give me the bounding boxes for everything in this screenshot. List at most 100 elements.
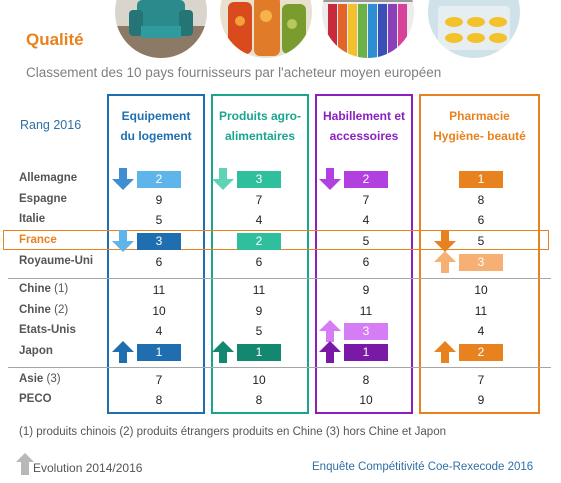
rank-cell: 7	[362, 193, 370, 207]
column-header-line2: alimentaires	[224, 129, 296, 143]
rank-cell: 8	[255, 393, 263, 407]
column-header-line1: Produits agro-	[218, 109, 301, 123]
rank-cell: 8	[155, 393, 163, 407]
rank-cell: 10	[252, 373, 266, 387]
evolution-arrow-down-icon	[434, 230, 456, 252]
rank-cell: 7	[155, 373, 163, 387]
row-label-name: Etats-Unis	[19, 324, 76, 336]
rank-cell-highlighted: 1	[137, 344, 181, 361]
rank-cell: 11	[152, 283, 166, 297]
column-header-equipement: Equipement du logement	[107, 106, 205, 146]
row-label-name: Chine	[19, 304, 51, 316]
row-label-suffix: (3)	[43, 373, 61, 385]
rank-cell: 9	[362, 283, 370, 297]
column-header-line1: Habillement et	[322, 109, 406, 123]
rank-cell-highlighted: 2	[344, 171, 388, 188]
arrow-shape	[112, 341, 134, 363]
evolution-arrow-up-icon	[319, 341, 341, 363]
row-label-name: Royaume-Uni	[19, 255, 94, 267]
column-header-pharmacie: Pharmacie Hygiène- beauté	[419, 106, 540, 146]
column-header-line2: accessoires	[329, 129, 399, 143]
chart-title: Qualité	[26, 30, 84, 49]
rank-cell-highlighted: 1	[344, 344, 388, 361]
jars-photo	[220, 0, 312, 58]
rank-cell: 6	[362, 255, 370, 269]
rank-cell: 10	[152, 304, 166, 318]
footnote: (1) produits chinois (2) produits étrang…	[19, 426, 446, 438]
evolution-arrow-down-icon	[319, 168, 341, 190]
evolution-arrow-up-icon	[434, 251, 456, 273]
rank-cell: 4	[477, 324, 485, 338]
row-label-name: PECO	[19, 393, 52, 405]
row-label: Chine (2)	[19, 304, 68, 316]
row-group-separator	[8, 278, 551, 279]
legend-text: Evolution 2014/2016	[33, 461, 143, 475]
rank-cell: 4	[362, 213, 370, 227]
arrow-shape	[319, 341, 341, 363]
legend-arrow-icon	[16, 453, 34, 475]
clothes-photo	[322, 0, 414, 58]
chart-subtitle: Classement des 10 pays fournisseurs par …	[26, 65, 442, 80]
rank-cell: 7	[477, 373, 485, 387]
pills-photo	[428, 0, 520, 58]
arrow-shape	[212, 168, 234, 190]
column-header-line1: Pharmacie	[449, 109, 510, 123]
row-label: Royaume-Uni	[19, 255, 93, 267]
rank-cell: 5	[362, 234, 370, 248]
row-label-name: Italie	[19, 213, 46, 225]
rank-cell: 6	[255, 255, 263, 269]
evolution-arrow-up-icon	[212, 341, 234, 363]
rank-cell-highlighted: 1	[459, 171, 503, 188]
arrow-shape	[112, 230, 134, 252]
column-header-line2: du logement	[120, 129, 192, 143]
row-label: Allemagne	[19, 172, 77, 184]
row-label-name: Espagne	[19, 193, 67, 205]
rank-cell: 10	[359, 393, 373, 407]
row-label-name: Chine	[19, 283, 51, 295]
row-label-suffix: (1)	[50, 283, 69, 295]
rank-cell: 5	[255, 324, 263, 338]
rank-cell-highlighted: 3	[344, 323, 388, 340]
evolution-arrow-down-icon	[112, 168, 134, 190]
evolution-arrow-up-icon	[112, 341, 134, 363]
rank-cell: 4	[255, 213, 263, 227]
row-label: Espagne	[19, 193, 67, 205]
rank-cell: 7	[255, 193, 263, 207]
column-box-habillement	[315, 94, 413, 414]
row-label: Italie	[19, 213, 45, 225]
rank-label: Rang 2016	[20, 118, 82, 132]
rank-cell-highlighted: 2	[237, 233, 281, 250]
rank-cell: 11	[474, 304, 488, 318]
row-label: Japon	[19, 345, 53, 357]
rank-cell: 8	[362, 373, 370, 387]
arrow-shape	[434, 341, 456, 363]
rank-cell-highlighted: 3	[137, 233, 181, 250]
rank-cell: 9	[155, 193, 163, 207]
evolution-arrow-down-icon	[112, 230, 134, 252]
rank-cell: 9	[477, 393, 485, 407]
row-label: Chine (1)	[19, 283, 68, 295]
rank-cell-highlighted: 3	[459, 254, 503, 271]
rank-cell-highlighted: 2	[137, 171, 181, 188]
arrow-shape	[319, 320, 341, 342]
arrow-shape	[434, 251, 456, 273]
rank-cell: 10	[474, 283, 488, 297]
row-label-name: Asie	[19, 373, 44, 385]
rank-cell: 9	[255, 304, 263, 318]
rank-cell: 8	[477, 193, 485, 207]
column-box-pharmacie	[419, 94, 540, 414]
column-header-line2: Hygiène- beauté	[433, 129, 526, 143]
column-header-habillement: Habillement et accessoires	[315, 106, 413, 146]
arrow-shape	[112, 168, 134, 190]
row-label-name: Allemagne	[19, 172, 78, 184]
column-box-agro	[211, 94, 309, 414]
row-label: France	[19, 234, 57, 246]
evolution-arrow-up-icon	[434, 341, 456, 363]
row-group-separator	[8, 367, 551, 368]
rank-cell: 6	[155, 255, 163, 269]
rank-cell-highlighted: 3	[237, 171, 281, 188]
rank-cell-highlighted: 1	[237, 344, 281, 361]
row-label-name: France	[19, 234, 57, 246]
column-header-agro: Produits agro-alimentaires	[211, 106, 309, 146]
source-text: Enquête Compétitivité Coe-Rexecode 2016	[312, 461, 534, 473]
